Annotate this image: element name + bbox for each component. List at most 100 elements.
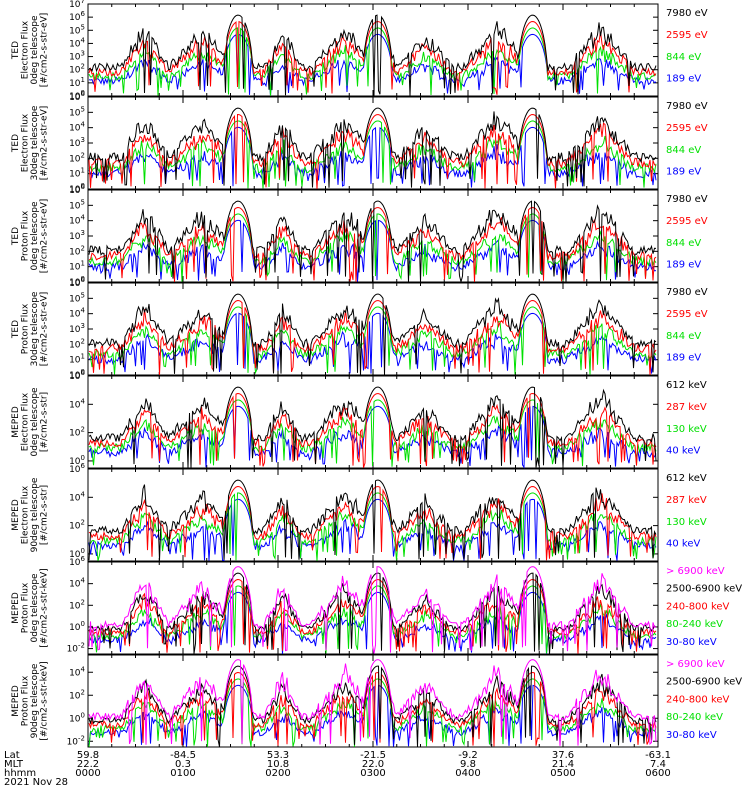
x-tick-label-time: 0300 xyxy=(360,768,385,779)
x-tick-label-mlt: 10.8 xyxy=(267,759,289,770)
y-tick-label: 104 xyxy=(69,121,85,134)
series-line-7980-ev xyxy=(88,14,657,97)
x-tick-label-mlt: 22.0 xyxy=(362,759,384,770)
series-line-189-ev xyxy=(88,312,657,374)
legend-entry: 612 keV xyxy=(666,380,707,391)
x-axis-row-label: Lat xyxy=(4,750,20,761)
y-axis-title-line: [#/cm2-s-str] xyxy=(40,485,50,545)
y-axis-title-line: Proton Flux xyxy=(21,210,31,261)
y-tick-label: 105 xyxy=(69,23,85,36)
legend-entry: 612 keV xyxy=(666,473,707,484)
legend-entry: 80-240 keV xyxy=(666,712,723,723)
series-line--6900-kev xyxy=(88,566,657,654)
x-tick-label-lat: -21.5 xyxy=(360,750,386,761)
y-axis-title-line: 90deg telescope xyxy=(30,477,40,552)
series-line--6900-kev xyxy=(88,659,657,746)
legend-entry: 2595 eV xyxy=(666,309,708,320)
y-axis-title-line: [#/cm2-s-str] xyxy=(40,392,50,452)
panel-8: 10-2 100 102 104 MEPEDProton Flux90deg teles… xyxy=(11,654,742,748)
x-tick-label-lat: 59.8 xyxy=(77,750,99,761)
legend-entry: 189 eV xyxy=(666,353,701,364)
x-tick-label-time: 0600 xyxy=(645,768,670,779)
y-tick-label: 102 xyxy=(69,151,85,164)
legend-entry: 844 eV xyxy=(666,331,701,342)
legend-entry: 130 keV xyxy=(666,517,707,528)
y-tick-label: 105 xyxy=(69,198,85,211)
x-tick-label-mlt: 9.8 xyxy=(460,759,476,770)
y-axis-title-line: 30deg telescope xyxy=(30,291,40,366)
series-line-240-800-kev xyxy=(88,578,657,654)
y-tick-label: 101 xyxy=(69,353,85,366)
y-tick-label: 104 xyxy=(69,36,85,49)
legend-entry: 7980 eV xyxy=(666,8,708,19)
y-tick-label: 102 xyxy=(69,688,85,701)
y-tick-label: 10-2 xyxy=(67,642,85,655)
y-axis-title-line: 90deg telescope xyxy=(30,663,40,738)
legend-entry: 844 eV xyxy=(666,52,701,63)
x-tick-label-time: 0000 xyxy=(75,768,100,779)
y-axis-title: TEDElectron Flux0deg telescope[#/cm2-s-s… xyxy=(11,13,50,88)
date-label: 2021 Nov 28 xyxy=(4,777,68,788)
x-tick-label-lat: -84.5 xyxy=(170,750,196,761)
y-tick-label: 101 xyxy=(69,260,85,273)
y-tick-label: 104 xyxy=(69,490,85,503)
y-axis-title-line: Proton Flux xyxy=(21,303,31,354)
y-tick-label: 106 xyxy=(69,10,85,23)
y-tick-label: 10-2 xyxy=(67,734,85,747)
y-axis-title-line: Proton Flux xyxy=(21,675,31,726)
legend-entry: 287 keV xyxy=(666,495,707,506)
y-axis-title-line: 0deg telescope xyxy=(30,201,40,271)
y-axis-title-line: TED xyxy=(11,320,21,339)
y-axis-title-line: TED xyxy=(11,41,21,60)
legend-entry: 189 eV xyxy=(666,74,701,85)
y-tick-label: 104 xyxy=(69,214,85,227)
legend-entry: 30-80 keV xyxy=(666,637,717,648)
legend-entry: 130 keV xyxy=(666,424,707,435)
x-tick-label-lat: -63.1 xyxy=(645,750,671,761)
y-tick-label: 100 xyxy=(69,711,85,724)
y-axis-title-line: 30deg telescope xyxy=(30,105,40,180)
legend-entry: 844 eV xyxy=(666,238,701,249)
legend-entry: 2500-6900 keV xyxy=(666,677,742,688)
y-axis-title-line: 0deg telescope xyxy=(30,573,40,643)
y-axis-title-line: [#/cm2-s-str-eV] xyxy=(40,13,50,88)
y-tick-label: 101 xyxy=(69,167,85,180)
y-tick-label: 102 xyxy=(69,337,85,350)
y-axis-title-line: MEPED xyxy=(11,685,21,717)
legend-entry: 189 eV xyxy=(666,260,701,271)
y-tick-label: 103 xyxy=(69,50,85,63)
y-axis-title-line: Electron Flux xyxy=(21,485,31,544)
y-axis-title-line: TED xyxy=(11,227,21,246)
legend-entry: 30-80 keV xyxy=(666,730,717,741)
series-line-7980-ev xyxy=(88,200,657,284)
legend-entry: 40 keV xyxy=(666,446,700,457)
legend-entry: 2595 eV xyxy=(666,30,708,41)
x-tick-label-time: 0500 xyxy=(550,768,575,779)
y-axis-title: MEPEDElectron Flux90deg telescope[#/cm2-… xyxy=(11,477,50,552)
x-tick-label-mlt: 0.3 xyxy=(175,759,191,770)
y-axis-title: MEPEDElectron Flux0deg telescope[#/cm2-s… xyxy=(11,387,50,457)
series-line-612-kev xyxy=(88,386,657,468)
y-tick-label: 107 xyxy=(69,0,85,10)
y-axis-title-line: [#/cm2-s-str-eV] xyxy=(40,292,50,367)
y-tick-label: 102 xyxy=(69,63,85,76)
y-axis-title-line: MEPED xyxy=(11,406,21,438)
y-axis-title-line: [#/cm2-s-str-eV] xyxy=(40,106,50,181)
legend-entry: 2595 eV xyxy=(666,216,708,227)
legend-entry: 40 keV xyxy=(666,539,700,550)
y-axis-title-line: TED xyxy=(11,134,21,153)
y-tick-label: 104 xyxy=(69,577,85,590)
x-tick-label-time: 0400 xyxy=(455,768,480,779)
series-line-2595-ev xyxy=(88,113,657,189)
series-line-7980-ev xyxy=(88,107,657,188)
y-tick-label: 100 xyxy=(69,620,85,633)
y-axis-title: TEDElectron Flux30deg telescope[#/cm2-s-… xyxy=(11,105,50,180)
legend-entry: 7980 eV xyxy=(666,287,708,298)
